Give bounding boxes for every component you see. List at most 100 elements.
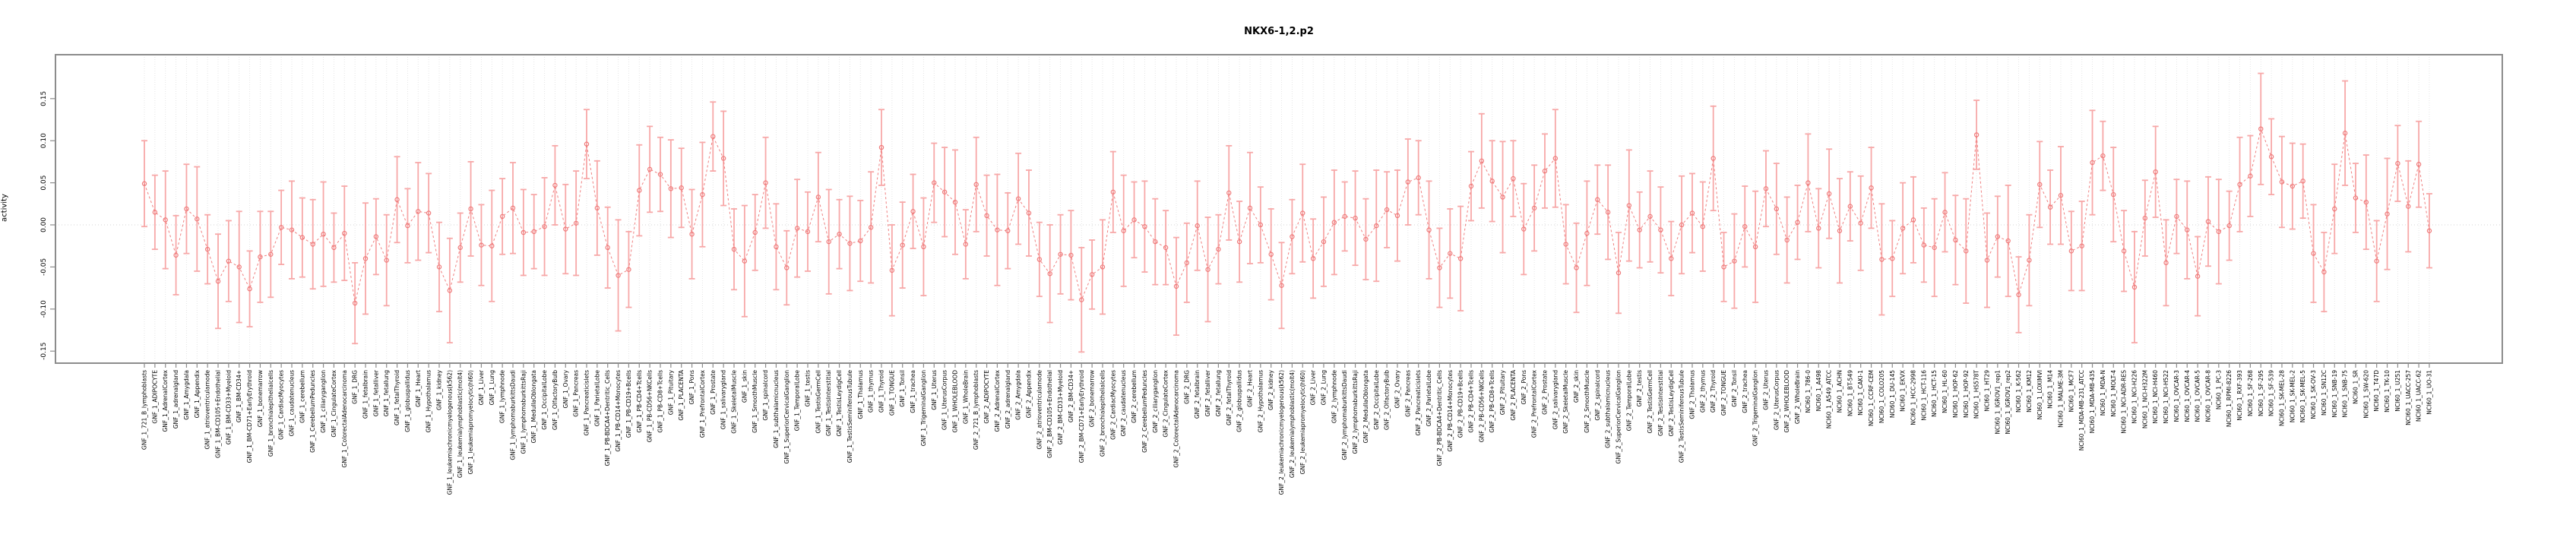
data-point bbox=[2121, 248, 2127, 254]
data-point bbox=[1079, 297, 1084, 302]
category-label: GNF_2_721_B_lymphoblasts bbox=[973, 370, 979, 450]
category-label: GNF_1_Appendix bbox=[194, 369, 201, 418]
category-label: GNF_1_fetalThyroid bbox=[394, 370, 400, 425]
data-point bbox=[1921, 242, 1927, 248]
data-point bbox=[1826, 191, 1832, 197]
data-point bbox=[889, 267, 895, 274]
category-label: GNF_2_subthalamicnucleus bbox=[1605, 370, 1612, 448]
category-label: GNF_2_Hypothalamus bbox=[1257, 370, 1264, 432]
data-point bbox=[416, 209, 421, 214]
data-point bbox=[468, 206, 473, 212]
category-label: NCI60_1_M14 bbox=[2047, 370, 2054, 409]
category-label: NCI60_1_COLO205 bbox=[1878, 370, 1885, 423]
data-point bbox=[2321, 269, 2327, 275]
data-point bbox=[278, 225, 284, 230]
category-label: GNF_1_Pancreas bbox=[573, 370, 580, 417]
data-point bbox=[805, 229, 811, 235]
category-label: NCI60_1_SR bbox=[2352, 370, 2359, 404]
data-point bbox=[2090, 160, 2095, 166]
data-point bbox=[1258, 222, 1264, 228]
data-point bbox=[1552, 156, 1559, 161]
data-point bbox=[1658, 227, 1663, 232]
category-label: GNF_2_spinalcord bbox=[1594, 370, 1601, 421]
data-point bbox=[689, 231, 695, 237]
category-label: GNF_2_TemporalLobe bbox=[1625, 370, 1632, 432]
category-label: GNF_2_Liver bbox=[1310, 369, 1317, 405]
data-point bbox=[1973, 132, 1979, 138]
category-label: GNF_2_ADIPOCYTE bbox=[983, 370, 990, 424]
category-label: NCI60_1_A498 bbox=[1815, 370, 1822, 412]
data-point bbox=[984, 213, 989, 219]
category-label: NCI60_1_HOP-92 bbox=[1963, 370, 1970, 418]
data-point bbox=[426, 210, 432, 216]
category-label: GNF_1_Thyroid bbox=[878, 370, 885, 413]
data-point bbox=[668, 186, 674, 191]
data-point bbox=[1742, 224, 1748, 229]
category-label: NCI60_1_HL-60 bbox=[1941, 370, 1948, 413]
data-point bbox=[1026, 210, 1032, 216]
data-point bbox=[900, 242, 905, 248]
category-label: GNF_1_Lung bbox=[489, 370, 495, 406]
category-label: NCI60_1_T47D bbox=[2373, 370, 2380, 412]
category-label: GNF_1_adrenalgland bbox=[172, 370, 179, 429]
category-label: GNF_1_Uterus bbox=[931, 370, 938, 410]
data-point bbox=[1216, 246, 1221, 252]
category-label: GNF_2_testis bbox=[1636, 370, 1643, 406]
data-point bbox=[1195, 223, 1200, 229]
category-label: NCI60_1_MOLT-4 bbox=[2110, 370, 2117, 417]
category-label: GNF_2_PB-CD4+Tcells bbox=[1467, 370, 1474, 433]
data-point bbox=[752, 229, 758, 236]
category-label: GNF_1_PB-CD19+Bcells bbox=[625, 370, 632, 438]
data-point bbox=[499, 213, 505, 220]
category-label: GNF_2_fetalThyroid bbox=[1226, 370, 1233, 425]
data-point bbox=[1700, 224, 1706, 229]
category-label: GNF_1_WholeBrain bbox=[962, 370, 969, 424]
data-point bbox=[2353, 195, 2359, 201]
data-point bbox=[784, 265, 790, 270]
category-label: GNF_1_SmoothMuscle bbox=[752, 370, 758, 433]
category-label: GNF_2_PB-CD8+Tcells bbox=[1489, 370, 1495, 433]
data-point bbox=[2248, 173, 2253, 179]
category-label: NCI60_1_UO-31 bbox=[2426, 370, 2432, 415]
category-label: NCI60_1_HCT-116 bbox=[1920, 370, 1927, 421]
category-label: NCI60_1_BT-549 bbox=[1847, 370, 1853, 416]
data-point bbox=[858, 238, 863, 244]
category-label: GNF_2_globuspallidus bbox=[1236, 370, 1243, 432]
category-label: GNF_2_OccipitalLobe bbox=[1373, 370, 1380, 430]
category-label: NCI60_1_PC-3 bbox=[2215, 370, 2222, 409]
data-point bbox=[1468, 183, 1474, 189]
data-point bbox=[299, 235, 305, 240]
data-point bbox=[657, 172, 663, 177]
data-point bbox=[878, 144, 885, 150]
data-point bbox=[710, 134, 716, 139]
data-point bbox=[1647, 213, 1653, 220]
data-point bbox=[173, 252, 179, 258]
data-point bbox=[2027, 258, 2032, 263]
category-label: GNF_2_OlfactoryBulb bbox=[1384, 370, 1391, 430]
data-point bbox=[1784, 237, 1790, 243]
data-point bbox=[1300, 210, 1305, 216]
category-label: GNF_2_BM-CD105+Endothelial bbox=[1046, 370, 1053, 458]
data-point bbox=[837, 231, 842, 237]
category-label: GNF_1_BM-CD33+Myeloid bbox=[225, 370, 232, 444]
category-label: NCI60_1_NCI-H322M bbox=[2141, 370, 2148, 428]
data-point bbox=[731, 246, 737, 252]
data-point bbox=[2037, 182, 2043, 188]
category-label: GNF_2_TrigeminalGanglion bbox=[1752, 370, 1759, 447]
category-label: NCI60_1_HCC-2998 bbox=[1910, 370, 1916, 425]
category-label: GNF_2_SuperiorCervicalGanglion bbox=[1615, 370, 1622, 464]
category-label: GNF_2_fetalbrain bbox=[1194, 370, 1201, 419]
data-point bbox=[1910, 217, 1916, 223]
data-point bbox=[2226, 223, 2232, 229]
category-label: GNF_1_Thalamus bbox=[857, 370, 864, 419]
category-label: GNF_1_TestisGermCell bbox=[815, 370, 821, 433]
category-label: NCI60_1_MDA-MB-231_ATCC bbox=[2078, 370, 2085, 451]
data-point bbox=[1574, 265, 1579, 270]
data-point bbox=[152, 210, 158, 215]
axes bbox=[50, 54, 2503, 368]
category-label: NCI60_1_MDA-MB-435 bbox=[2089, 370, 2096, 434]
category-label: GNF_1_Liver bbox=[478, 369, 485, 405]
category-label: GNF_1_fetallung bbox=[383, 370, 390, 416]
category-label: GNF_2_Heart bbox=[1246, 370, 1253, 407]
